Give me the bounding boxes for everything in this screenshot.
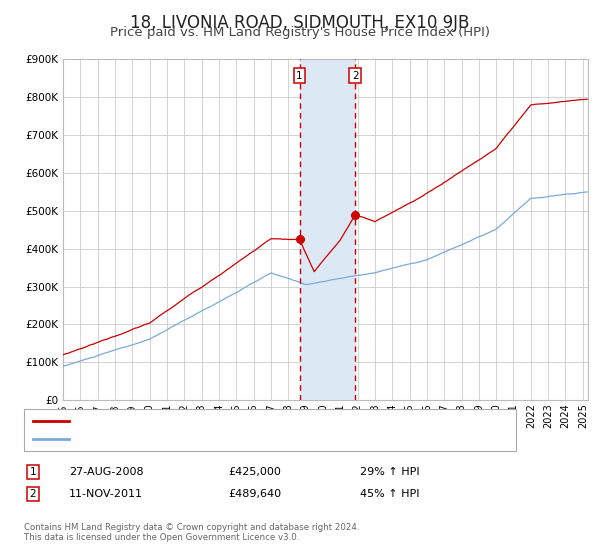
Text: Contains HM Land Registry data © Crown copyright and database right 2024.: Contains HM Land Registry data © Crown c… [24,523,359,532]
Bar [299,59,355,400]
Text: 27-AUG-2008: 27-AUG-2008 [69,467,143,477]
Text: 1: 1 [296,71,303,81]
Text: 1: 1 [29,467,37,477]
Text: 45% ↑ HPI: 45% ↑ HPI [360,489,419,499]
Text: This data is licensed under the Open Government Licence v3.0.: This data is licensed under the Open Gov… [24,533,299,542]
Text: 18, LIVONIA ROAD, SIDMOUTH, EX10 9JB: 18, LIVONIA ROAD, SIDMOUTH, EX10 9JB [130,14,470,32]
Text: HPI: Average price, detached house, East Devon: HPI: Average price, detached house, East… [75,434,327,444]
Text: £425,000: £425,000 [228,467,281,477]
Text: £489,640: £489,640 [228,489,281,499]
Text: 2: 2 [29,489,37,499]
Text: 18, LIVONIA ROAD, SIDMOUTH, EX10 9JB (detached house): 18, LIVONIA ROAD, SIDMOUTH, EX10 9JB (de… [75,416,382,426]
Text: Price paid vs. HM Land Registry's House Price Index (HPI): Price paid vs. HM Land Registry's House … [110,26,490,39]
Text: 29% ↑ HPI: 29% ↑ HPI [360,467,419,477]
Text: 2: 2 [352,71,358,81]
Text: 11-NOV-2011: 11-NOV-2011 [69,489,143,499]
